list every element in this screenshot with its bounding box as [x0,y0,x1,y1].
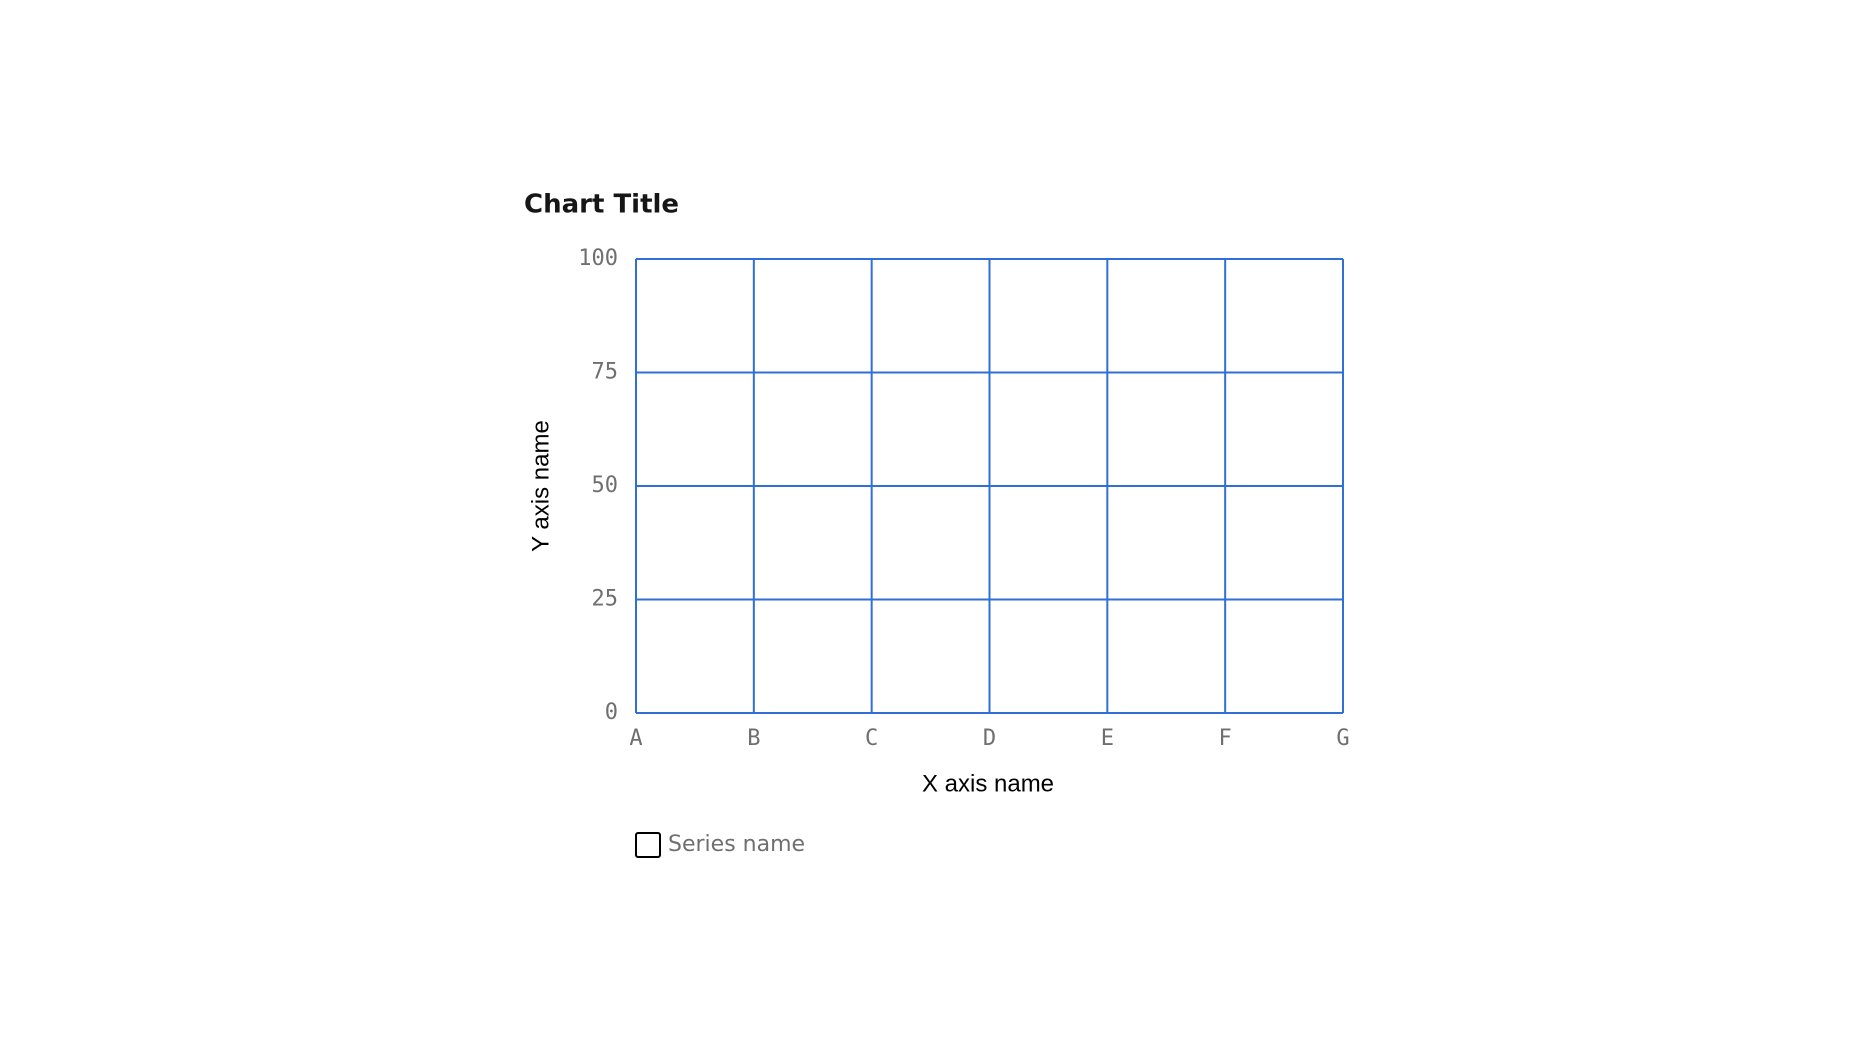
chart-title: Chart Title [524,190,679,220]
x-tick-label: E [1101,726,1114,751]
x-tick-label: B [747,726,760,751]
x-tick-label: F [1219,726,1232,751]
x-tick-label: G [1336,726,1349,751]
y-tick-label: 75 [592,360,619,385]
x-tick-label: D [983,726,996,751]
x-axis-name: X axis name [922,770,1054,797]
x-tick-label: A [629,726,642,751]
legend-swatch [635,832,661,858]
y-tick-label: 25 [592,587,619,612]
y-tick-label: 100 [578,246,618,271]
y-tick-label: 50 [592,473,619,498]
x-tick-label: C [865,726,878,751]
legend-label: Series name [668,832,805,857]
y-axis-name: Y axis name [527,420,554,552]
y-tick-label: 0 [605,700,618,725]
